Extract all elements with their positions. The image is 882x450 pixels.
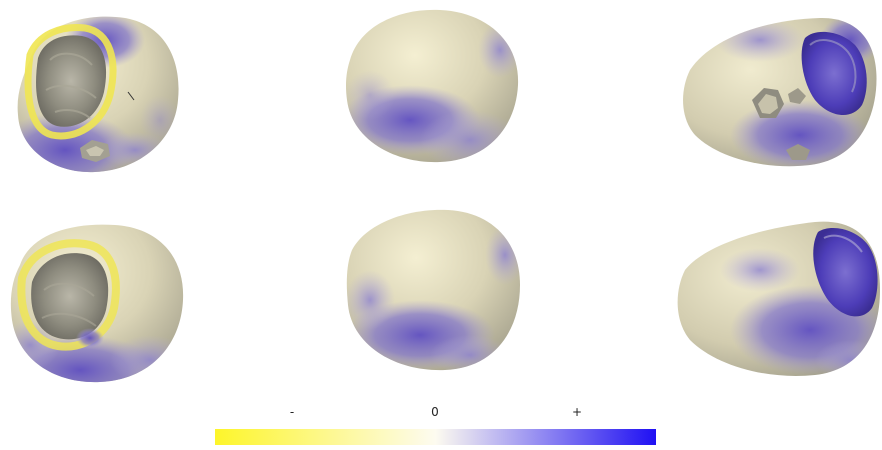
shape-bottom-middle [346, 209, 520, 371]
colorbar-tick-zero: 0 [431, 405, 439, 419]
colorbar-tick-negative: - [289, 405, 295, 419]
colorbar-gradient [215, 429, 656, 445]
shape-bottom-left [10, 224, 184, 383]
shape-top-left [17, 16, 179, 173]
shape-bottom-right [677, 221, 880, 376]
colorbar-tick-positive: + [571, 405, 583, 419]
colorbar-legend: - 0 + [0, 400, 882, 450]
shape-top-middle [346, 9, 519, 163]
shape-top-right [683, 17, 877, 167]
shape-render-grid [10, 9, 880, 383]
